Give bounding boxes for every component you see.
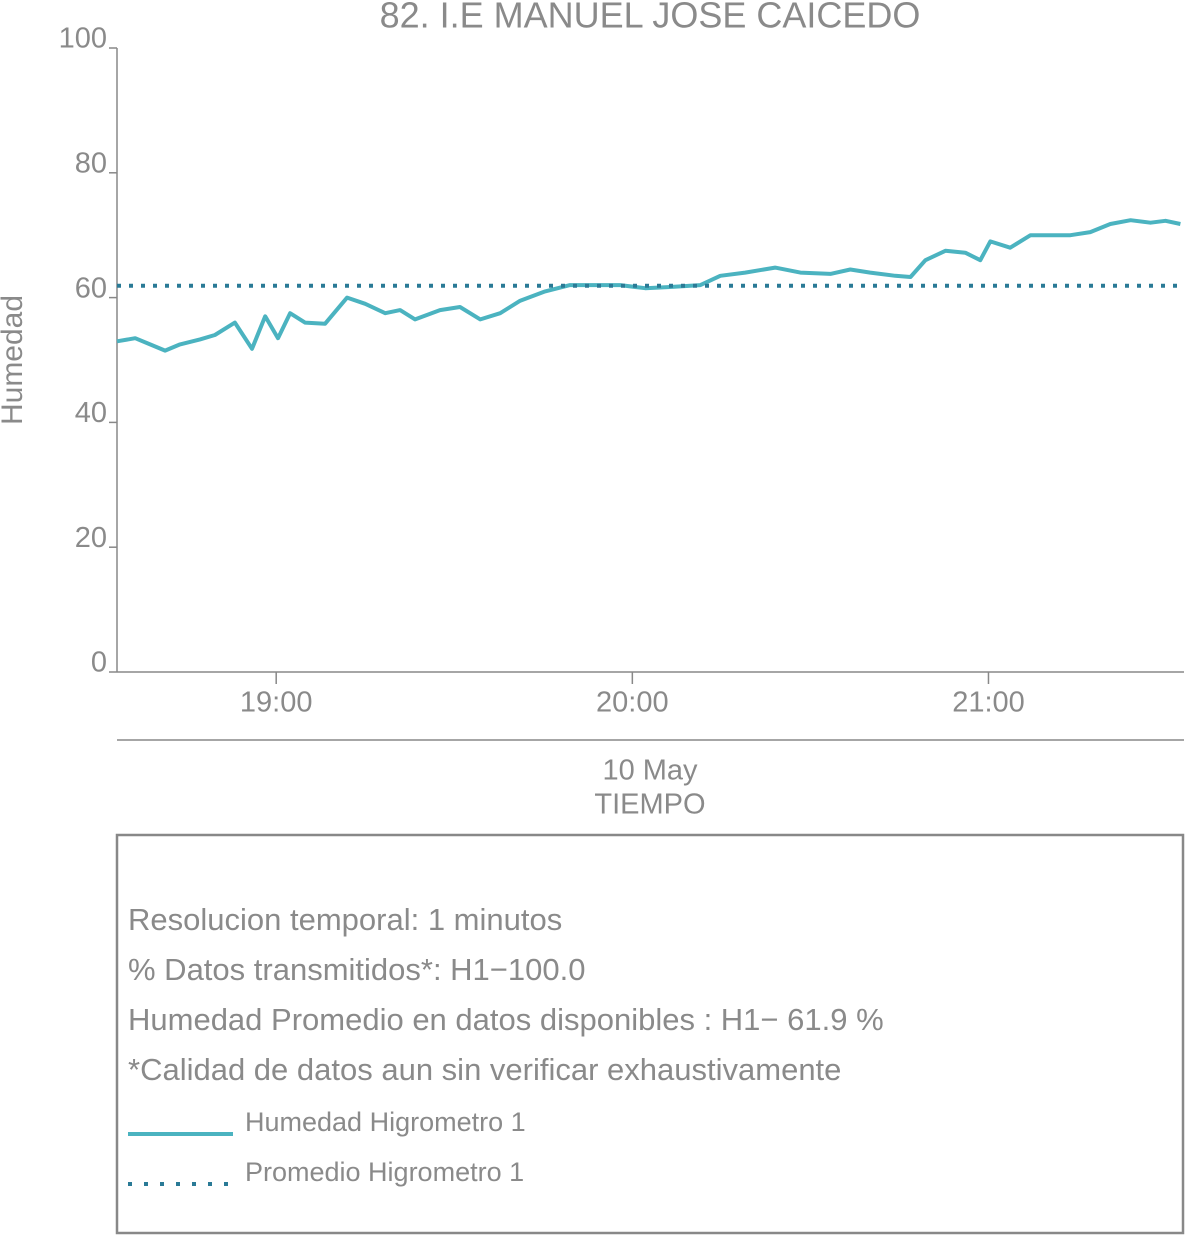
- y-tick-label: 80: [75, 147, 107, 179]
- x-tick-label: 21:00: [952, 687, 1025, 719]
- x-tick-label: 20:00: [596, 687, 669, 719]
- y-tick-label: 60: [75, 272, 107, 304]
- info-line: % Datos transmitidos*: H1−100.0: [128, 952, 585, 987]
- info-box: [115, 833, 1185, 1235]
- info-line: *Calidad de datos aun sin verificar exha…: [128, 1052, 841, 1087]
- y-tick-label: 40: [75, 397, 107, 429]
- y-tick-label: 0: [91, 647, 107, 679]
- info-line: Resolucion temporal: 1 minutos: [128, 902, 562, 937]
- y-axis-label: Humedad: [0, 295, 29, 425]
- date-label: 10 May: [602, 755, 698, 787]
- info-line: Humedad Promedio en datos disponibles : …: [128, 1002, 884, 1037]
- x-axis-label: TIEMPO: [594, 789, 705, 821]
- x-tick-label: 19:00: [240, 687, 313, 719]
- legend-label: Promedio Higrometro 1: [245, 1157, 524, 1187]
- chart-title: 82. I.E MANUEL JOSE CAICEDO: [380, 0, 921, 36]
- series-line: [116, 218, 1181, 353]
- y-tick-label: 20: [75, 522, 107, 554]
- y-tick-label: 100: [59, 23, 107, 55]
- legend-label: Humedad Higrometro 1: [245, 1107, 526, 1137]
